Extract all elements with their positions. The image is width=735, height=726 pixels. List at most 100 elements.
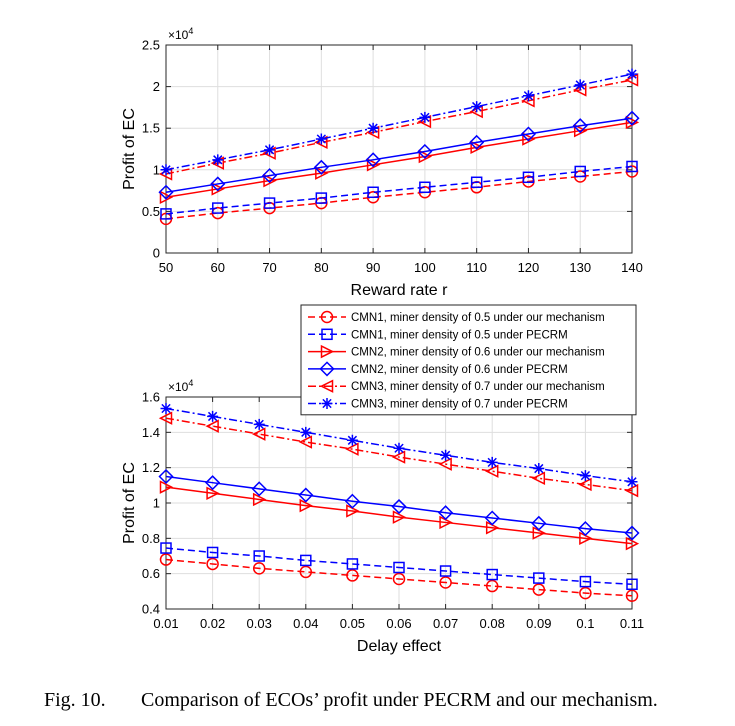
data-point bbox=[253, 550, 265, 562]
data-point bbox=[419, 111, 431, 123]
data-point bbox=[392, 572, 406, 586]
data-point bbox=[299, 565, 313, 579]
data-point bbox=[532, 583, 546, 596]
data-point bbox=[531, 515, 547, 531]
x-tick-label: 0.09 bbox=[526, 616, 551, 631]
data-point bbox=[264, 144, 276, 156]
data-point bbox=[160, 208, 172, 220]
data-point bbox=[345, 442, 359, 456]
legend-item: CMN2, miner density of 0.6 under our mec… bbox=[308, 344, 605, 359]
data-point bbox=[160, 542, 172, 554]
data-point bbox=[439, 565, 452, 577]
data-point bbox=[625, 536, 640, 551]
data-point bbox=[212, 154, 224, 166]
data-point bbox=[159, 190, 174, 204]
legend-marker bbox=[319, 379, 334, 393]
data-point bbox=[626, 160, 638, 173]
data-point bbox=[263, 197, 276, 209]
legend-marker bbox=[320, 344, 335, 359]
data-point bbox=[470, 140, 484, 155]
x-tick-label: 70 bbox=[262, 260, 276, 275]
data-point bbox=[366, 158, 381, 172]
data-point bbox=[212, 202, 224, 214]
data-point bbox=[573, 123, 588, 138]
legend-marker bbox=[321, 398, 333, 409]
data-point bbox=[625, 589, 639, 602]
data-point bbox=[438, 505, 454, 521]
series-line bbox=[165, 121, 633, 198]
legend-item: CMN3, miner density of 0.7 under PECRM bbox=[308, 398, 568, 411]
legend-label: CMN3, miner density of 0.7 under PECRM bbox=[351, 399, 568, 411]
data-point bbox=[440, 449, 452, 461]
data-point bbox=[522, 171, 535, 184]
data-point bbox=[485, 579, 499, 593]
series-line bbox=[165, 417, 633, 492]
data-point bbox=[572, 118, 588, 134]
data-point bbox=[313, 159, 329, 175]
grid bbox=[166, 397, 632, 609]
data-point bbox=[315, 166, 329, 180]
x-tick-label: 80 bbox=[314, 260, 328, 275]
legend: CMN1, miner density of 0.5 under our mec… bbox=[300, 304, 637, 416]
data-point bbox=[578, 477, 592, 492]
series-line bbox=[165, 79, 633, 175]
data-point bbox=[158, 468, 174, 485]
data-point bbox=[158, 184, 174, 200]
y-tick-label: 2 bbox=[153, 79, 160, 94]
data-point bbox=[579, 470, 591, 482]
series-line bbox=[165, 73, 633, 171]
legend-item: CMN1, miner density of 0.5 under our mec… bbox=[308, 310, 605, 324]
data-point bbox=[417, 143, 433, 160]
legend-label: CMN1, miner density of 0.5 under our mec… bbox=[351, 312, 605, 324]
data-point bbox=[522, 132, 536, 146]
x-tick-label: 100 bbox=[414, 260, 436, 275]
data-point bbox=[346, 434, 358, 446]
y-tick-label: 2.5 bbox=[142, 38, 160, 53]
x-tick-label: 140 bbox=[621, 260, 643, 275]
series-line bbox=[165, 486, 633, 545]
data-point bbox=[263, 173, 277, 188]
data-point bbox=[253, 418, 265, 430]
series-4 bbox=[158, 110, 640, 200]
data-point bbox=[252, 562, 266, 575]
data-point bbox=[367, 122, 379, 134]
data-point bbox=[365, 152, 381, 168]
data-point bbox=[438, 457, 452, 471]
x-tick-label: 0.05 bbox=[340, 616, 365, 631]
data-point bbox=[626, 578, 638, 591]
data-point bbox=[205, 419, 219, 433]
data-point bbox=[158, 411, 173, 425]
data-point bbox=[315, 133, 327, 145]
data-point bbox=[577, 521, 593, 537]
x-tick-label: 130 bbox=[569, 260, 591, 275]
legend-item: CMN3, miner density of 0.7 under our mec… bbox=[308, 379, 605, 393]
data-point bbox=[299, 498, 313, 513]
legend-label: CMN2, miner density of 0.6 under our mec… bbox=[351, 347, 605, 359]
data-point bbox=[533, 572, 545, 584]
y-tick-label: 0.5 bbox=[142, 204, 160, 219]
series-6 bbox=[160, 402, 638, 488]
series-2 bbox=[160, 160, 638, 220]
x-tick-label: 0.1 bbox=[576, 616, 594, 631]
data-point bbox=[533, 463, 545, 475]
series-1 bbox=[159, 165, 639, 226]
x-tick-label: 0.03 bbox=[247, 616, 272, 631]
data-point bbox=[252, 427, 266, 441]
data-point bbox=[624, 525, 640, 541]
y-tick-label: 1 bbox=[153, 496, 160, 511]
x-axis-label: Reward rate r bbox=[351, 282, 449, 299]
data-point bbox=[485, 464, 499, 478]
x-tick-label: 120 bbox=[518, 260, 540, 275]
data-point bbox=[159, 553, 173, 566]
data-point bbox=[160, 164, 172, 176]
data-point bbox=[624, 483, 639, 498]
data-point bbox=[439, 576, 452, 589]
data-point bbox=[207, 410, 219, 422]
data-point bbox=[626, 476, 638, 488]
legend-label: CMN3, miner density of 0.7 under our mec… bbox=[351, 381, 605, 393]
data-point bbox=[206, 486, 220, 500]
legend-item: CMN2, miner density of 0.6 under PECRM bbox=[308, 361, 568, 377]
series-line bbox=[165, 475, 633, 534]
x-tick-label: 0.01 bbox=[153, 616, 178, 631]
series-line bbox=[165, 170, 633, 220]
